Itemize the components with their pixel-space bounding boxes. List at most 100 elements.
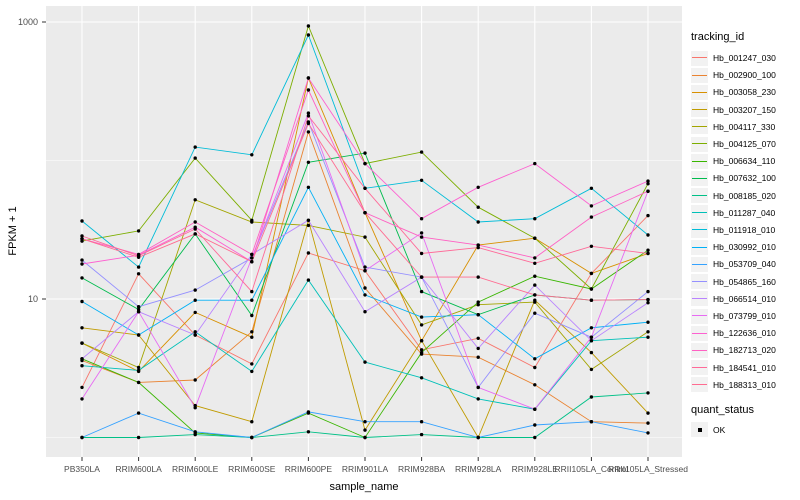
legend-entry-label: Hb_004125_070 bbox=[713, 139, 776, 150]
line-swatch-icon bbox=[691, 274, 708, 290]
data-point bbox=[363, 293, 367, 297]
data-point bbox=[306, 24, 311, 28]
data-point bbox=[419, 150, 424, 154]
data-point bbox=[646, 233, 650, 237]
data-point bbox=[419, 275, 424, 279]
legend: tracking_id Hb_001247_030 Hb_002900_100 Hb… bbox=[690, 0, 800, 500]
line-swatch-icon bbox=[691, 325, 708, 341]
data-point bbox=[363, 211, 367, 215]
legend-key-line bbox=[692, 91, 707, 93]
legend-entry: Hb_004125_070 bbox=[691, 136, 776, 153]
legend-entry-label: Hb_054865_160 bbox=[713, 276, 776, 287]
legend-entry-label: Hb_122636_010 bbox=[713, 328, 776, 339]
data-point bbox=[136, 272, 141, 276]
legend-color-title: tracking_id bbox=[691, 31, 745, 43]
legend-key-line bbox=[692, 160, 707, 162]
data-point bbox=[363, 161, 367, 166]
legend-entry: Hb_066514_010 bbox=[691, 290, 776, 307]
x-tick-label: RRIM600SE bbox=[228, 464, 276, 474]
legend-key-line bbox=[692, 298, 707, 300]
data-point bbox=[306, 130, 311, 134]
y-axis-title: FPKM + 1 bbox=[7, 206, 19, 256]
data-point bbox=[80, 357, 84, 361]
x-tick-label: RRII105LA_Control bbox=[554, 464, 629, 474]
data-point bbox=[646, 248, 650, 252]
data-point bbox=[419, 420, 424, 424]
data-point bbox=[80, 276, 84, 280]
legend-key-line bbox=[692, 367, 707, 368]
data-point bbox=[306, 111, 311, 115]
data-point bbox=[80, 397, 84, 401]
line-swatch-icon bbox=[691, 50, 708, 66]
data-point bbox=[363, 286, 367, 290]
line-swatch-icon bbox=[691, 136, 708, 152]
data-point bbox=[646, 289, 650, 294]
x-tick-label: RRII105LA_Stressed bbox=[608, 464, 688, 474]
data-point bbox=[589, 244, 594, 248]
y-tick-label: 10 bbox=[27, 293, 38, 304]
data-point bbox=[646, 330, 650, 334]
data-point bbox=[363, 151, 367, 155]
data-point bbox=[533, 300, 537, 304]
data-point bbox=[80, 299, 84, 304]
legend-entry: Hb_184541_010 bbox=[691, 359, 776, 376]
line-swatch-icon bbox=[691, 102, 708, 118]
legend-entry-label: Hb_003207_150 bbox=[713, 104, 776, 115]
legend-key-line bbox=[692, 177, 707, 179]
data-point bbox=[306, 410, 311, 414]
data-point bbox=[306, 160, 311, 164]
x-tick-label: RRIM600LE bbox=[172, 464, 219, 474]
data-point bbox=[363, 186, 367, 190]
data-point bbox=[363, 310, 367, 314]
data-point bbox=[136, 310, 141, 314]
data-point bbox=[250, 362, 254, 366]
data-point bbox=[476, 275, 480, 279]
data-point bbox=[419, 315, 424, 319]
data-point bbox=[533, 261, 537, 265]
data-point bbox=[646, 297, 650, 302]
data-point bbox=[419, 178, 424, 182]
data-point bbox=[476, 435, 480, 440]
data-point bbox=[363, 435, 367, 440]
data-point bbox=[306, 251, 311, 255]
data-point bbox=[533, 274, 537, 278]
data-point bbox=[80, 219, 84, 223]
data-point bbox=[533, 293, 537, 297]
data-point bbox=[193, 310, 197, 315]
line-swatch-icon bbox=[691, 222, 708, 238]
legend-key-line bbox=[692, 126, 707, 128]
data-point bbox=[589, 339, 594, 343]
data-point bbox=[646, 213, 650, 218]
data-point bbox=[136, 305, 141, 309]
data-point bbox=[476, 303, 480, 307]
data-point bbox=[306, 121, 311, 126]
data-point bbox=[646, 189, 650, 193]
legend-key-line bbox=[692, 57, 707, 59]
legend-key-line bbox=[692, 229, 707, 231]
data-point bbox=[136, 333, 141, 337]
data-point bbox=[250, 313, 254, 318]
legend-entry: Hb_007632_100 bbox=[691, 170, 776, 187]
data-point bbox=[80, 258, 84, 262]
data-point bbox=[419, 348, 424, 352]
line-swatch-icon bbox=[691, 256, 708, 272]
legend-key-line bbox=[692, 195, 707, 196]
data-point bbox=[363, 269, 367, 273]
data-point bbox=[533, 423, 537, 427]
line-swatch-icon bbox=[691, 377, 708, 393]
data-point bbox=[306, 185, 311, 189]
data-point bbox=[589, 215, 594, 219]
data-point bbox=[589, 326, 594, 330]
data-point bbox=[646, 251, 650, 256]
line-swatch-icon bbox=[691, 67, 708, 83]
data-point bbox=[136, 265, 141, 269]
data-point bbox=[419, 231, 424, 235]
line-swatch-icon bbox=[691, 119, 708, 135]
data-point bbox=[476, 243, 480, 247]
data-point bbox=[250, 335, 254, 339]
legend-key-line bbox=[692, 281, 707, 282]
data-point bbox=[419, 350, 424, 355]
legend-key-line bbox=[692, 349, 707, 351]
legend-key-line bbox=[692, 212, 707, 214]
data-point bbox=[646, 335, 650, 339]
